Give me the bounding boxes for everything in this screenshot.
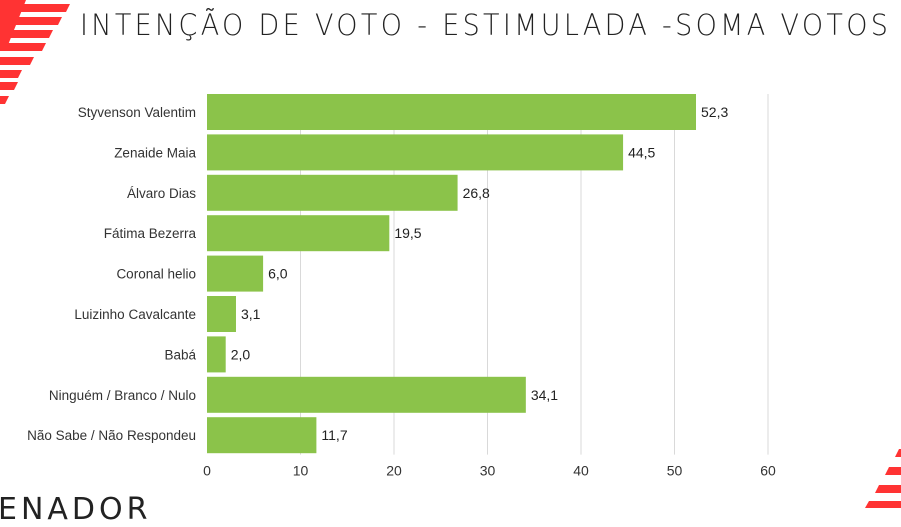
red-stripes-decoration-bottom-right bbox=[865, 449, 901, 508]
x-tick-label: 60 bbox=[760, 463, 776, 479]
category-label: Álvaro Dias bbox=[127, 186, 196, 201]
category-label: Zenaide Maia bbox=[114, 145, 196, 160]
x-tick-label: 10 bbox=[293, 463, 309, 479]
data-label: 11,7 bbox=[321, 427, 347, 443]
category-label: Styvenson Valentim bbox=[78, 105, 196, 120]
bar bbox=[207, 417, 317, 454]
category-label: Coronal helio bbox=[116, 267, 196, 282]
bar bbox=[207, 336, 226, 373]
data-label: 52,3 bbox=[701, 104, 728, 120]
bar bbox=[207, 174, 458, 211]
bar bbox=[207, 255, 264, 292]
x-tick-label: 40 bbox=[573, 463, 589, 479]
x-tick-label: 0 bbox=[203, 463, 211, 479]
category-label: Não Sabe / Não Respondeu bbox=[27, 428, 196, 443]
bar bbox=[207, 376, 526, 413]
page-title: INTENÇÃO DE VOTO - ESTIMULADA -SOMA VOTO… bbox=[80, 8, 892, 42]
data-label: 6,0 bbox=[268, 266, 288, 282]
red-stripes-decoration-top-left bbox=[0, 0, 70, 104]
x-tick-label: 30 bbox=[480, 463, 496, 479]
x-tick-label: 50 bbox=[667, 463, 683, 479]
category-label: Ninguém / Branco / Nulo bbox=[49, 388, 196, 403]
bar bbox=[207, 94, 697, 130]
data-label: 2,0 bbox=[231, 346, 251, 362]
data-label: 3,1 bbox=[241, 306, 261, 322]
data-label: 34,1 bbox=[531, 387, 558, 403]
data-label: 19,5 bbox=[394, 225, 421, 241]
data-label: 44,5 bbox=[628, 144, 655, 160]
category-label: Fátima Bezerra bbox=[104, 226, 197, 241]
bar bbox=[207, 134, 624, 171]
bar-chart: 0 10 20 30 40 50 60 Styvenson Valentim 52,3 Zenai… bbox=[27, 94, 776, 479]
x-tick-label: 20 bbox=[386, 463, 402, 479]
category-label: Luizinho Cavalcante bbox=[74, 307, 196, 322]
category-label: Babá bbox=[164, 347, 196, 362]
bar bbox=[207, 215, 390, 252]
bar bbox=[207, 296, 236, 332]
data-label: 26,8 bbox=[463, 185, 490, 201]
